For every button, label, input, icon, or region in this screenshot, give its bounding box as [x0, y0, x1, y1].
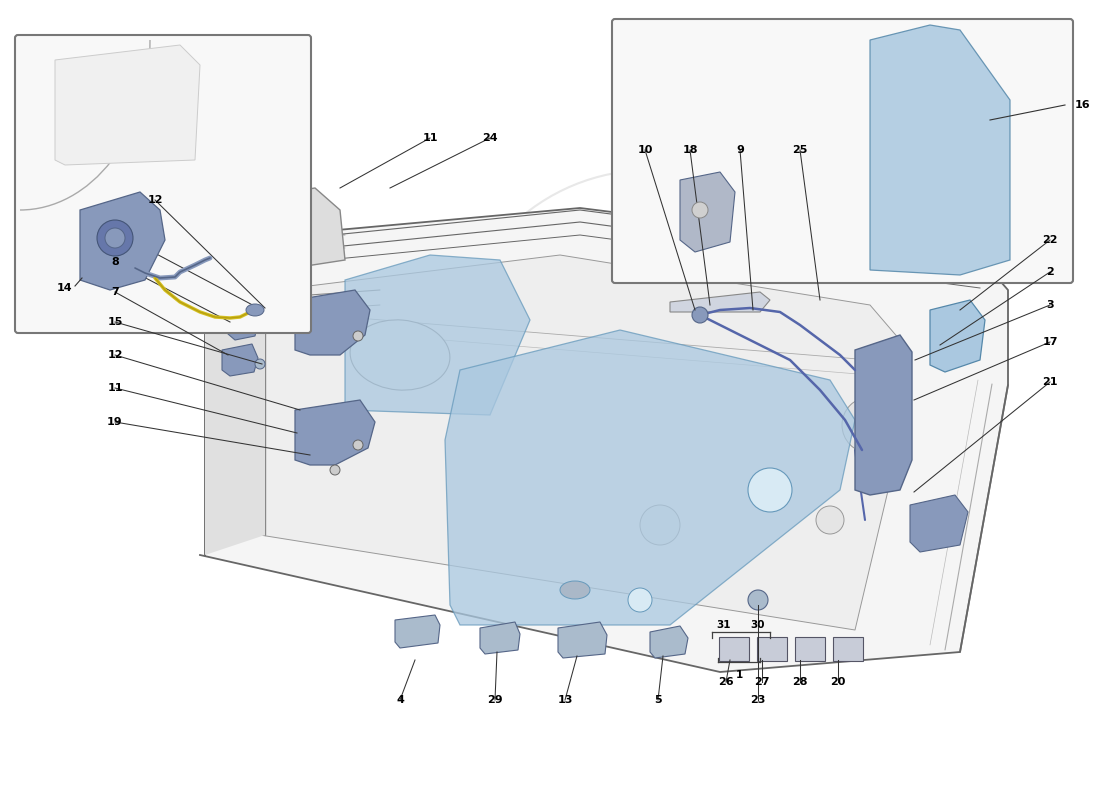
Polygon shape [395, 615, 440, 648]
Text: passion for parts: passion for parts [397, 325, 843, 415]
Text: 30: 30 [750, 620, 766, 630]
Ellipse shape [350, 320, 450, 390]
Circle shape [692, 202, 708, 218]
Text: 15: 15 [108, 317, 123, 327]
Polygon shape [295, 290, 370, 355]
Text: 22: 22 [1043, 235, 1058, 245]
Circle shape [353, 331, 363, 341]
Circle shape [640, 505, 680, 545]
Text: 2: 2 [1046, 267, 1054, 277]
Polygon shape [855, 335, 912, 495]
Polygon shape [295, 400, 375, 465]
Circle shape [97, 220, 133, 256]
Text: 28: 28 [792, 677, 807, 687]
Circle shape [692, 307, 708, 323]
Ellipse shape [246, 304, 264, 316]
Circle shape [748, 468, 792, 512]
Polygon shape [910, 495, 968, 552]
Polygon shape [930, 300, 984, 372]
Polygon shape [260, 255, 900, 630]
Circle shape [842, 397, 898, 453]
Polygon shape [558, 622, 607, 658]
Polygon shape [205, 188, 345, 270]
Polygon shape [650, 626, 688, 658]
Text: 9: 9 [736, 145, 744, 155]
Text: 19: 19 [107, 417, 123, 427]
Polygon shape [80, 192, 165, 290]
FancyBboxPatch shape [833, 637, 864, 661]
Text: 3: 3 [1046, 300, 1054, 310]
Text: 25: 25 [792, 145, 807, 155]
Text: 12: 12 [108, 350, 123, 360]
Text: 26: 26 [718, 677, 734, 687]
Polygon shape [205, 242, 265, 555]
Text: 29: 29 [487, 695, 503, 705]
Circle shape [628, 588, 652, 612]
Text: 13: 13 [558, 695, 573, 705]
Text: 5: 5 [654, 695, 662, 705]
Text: 21: 21 [1043, 377, 1058, 387]
Text: 8: 8 [111, 257, 119, 267]
Ellipse shape [560, 581, 590, 599]
Polygon shape [446, 330, 855, 625]
Circle shape [255, 359, 265, 369]
Text: since 1985: since 1985 [560, 405, 760, 455]
Polygon shape [222, 344, 258, 376]
Text: 11: 11 [108, 383, 123, 393]
Polygon shape [228, 310, 258, 340]
Text: 23: 23 [750, 695, 766, 705]
Text: 10: 10 [637, 145, 652, 155]
Text: 7: 7 [111, 287, 119, 297]
FancyBboxPatch shape [15, 35, 311, 333]
Polygon shape [870, 25, 1010, 275]
Ellipse shape [245, 225, 275, 245]
Circle shape [258, 306, 266, 314]
Polygon shape [55, 45, 200, 165]
Text: 12: 12 [147, 195, 163, 205]
Text: 24: 24 [482, 133, 498, 143]
Text: 20: 20 [830, 677, 846, 687]
FancyBboxPatch shape [757, 637, 786, 661]
Text: 31: 31 [717, 620, 732, 630]
Circle shape [748, 590, 768, 610]
Text: 16: 16 [1075, 100, 1090, 110]
Circle shape [330, 465, 340, 475]
Text: 27: 27 [755, 677, 770, 687]
Circle shape [816, 506, 844, 534]
Text: 1: 1 [736, 670, 743, 680]
Polygon shape [670, 292, 770, 312]
Text: 6: 6 [111, 227, 119, 237]
FancyBboxPatch shape [612, 19, 1072, 283]
Polygon shape [200, 208, 1008, 672]
Text: 11: 11 [422, 133, 438, 143]
Circle shape [104, 228, 125, 248]
Text: 17: 17 [1043, 337, 1058, 347]
Text: 14: 14 [57, 283, 73, 293]
Polygon shape [480, 622, 520, 654]
Text: 18: 18 [682, 145, 697, 155]
FancyBboxPatch shape [719, 637, 749, 661]
Polygon shape [680, 172, 735, 252]
FancyBboxPatch shape [795, 637, 825, 661]
Polygon shape [345, 255, 530, 415]
Text: 4: 4 [396, 695, 404, 705]
Circle shape [353, 440, 363, 450]
